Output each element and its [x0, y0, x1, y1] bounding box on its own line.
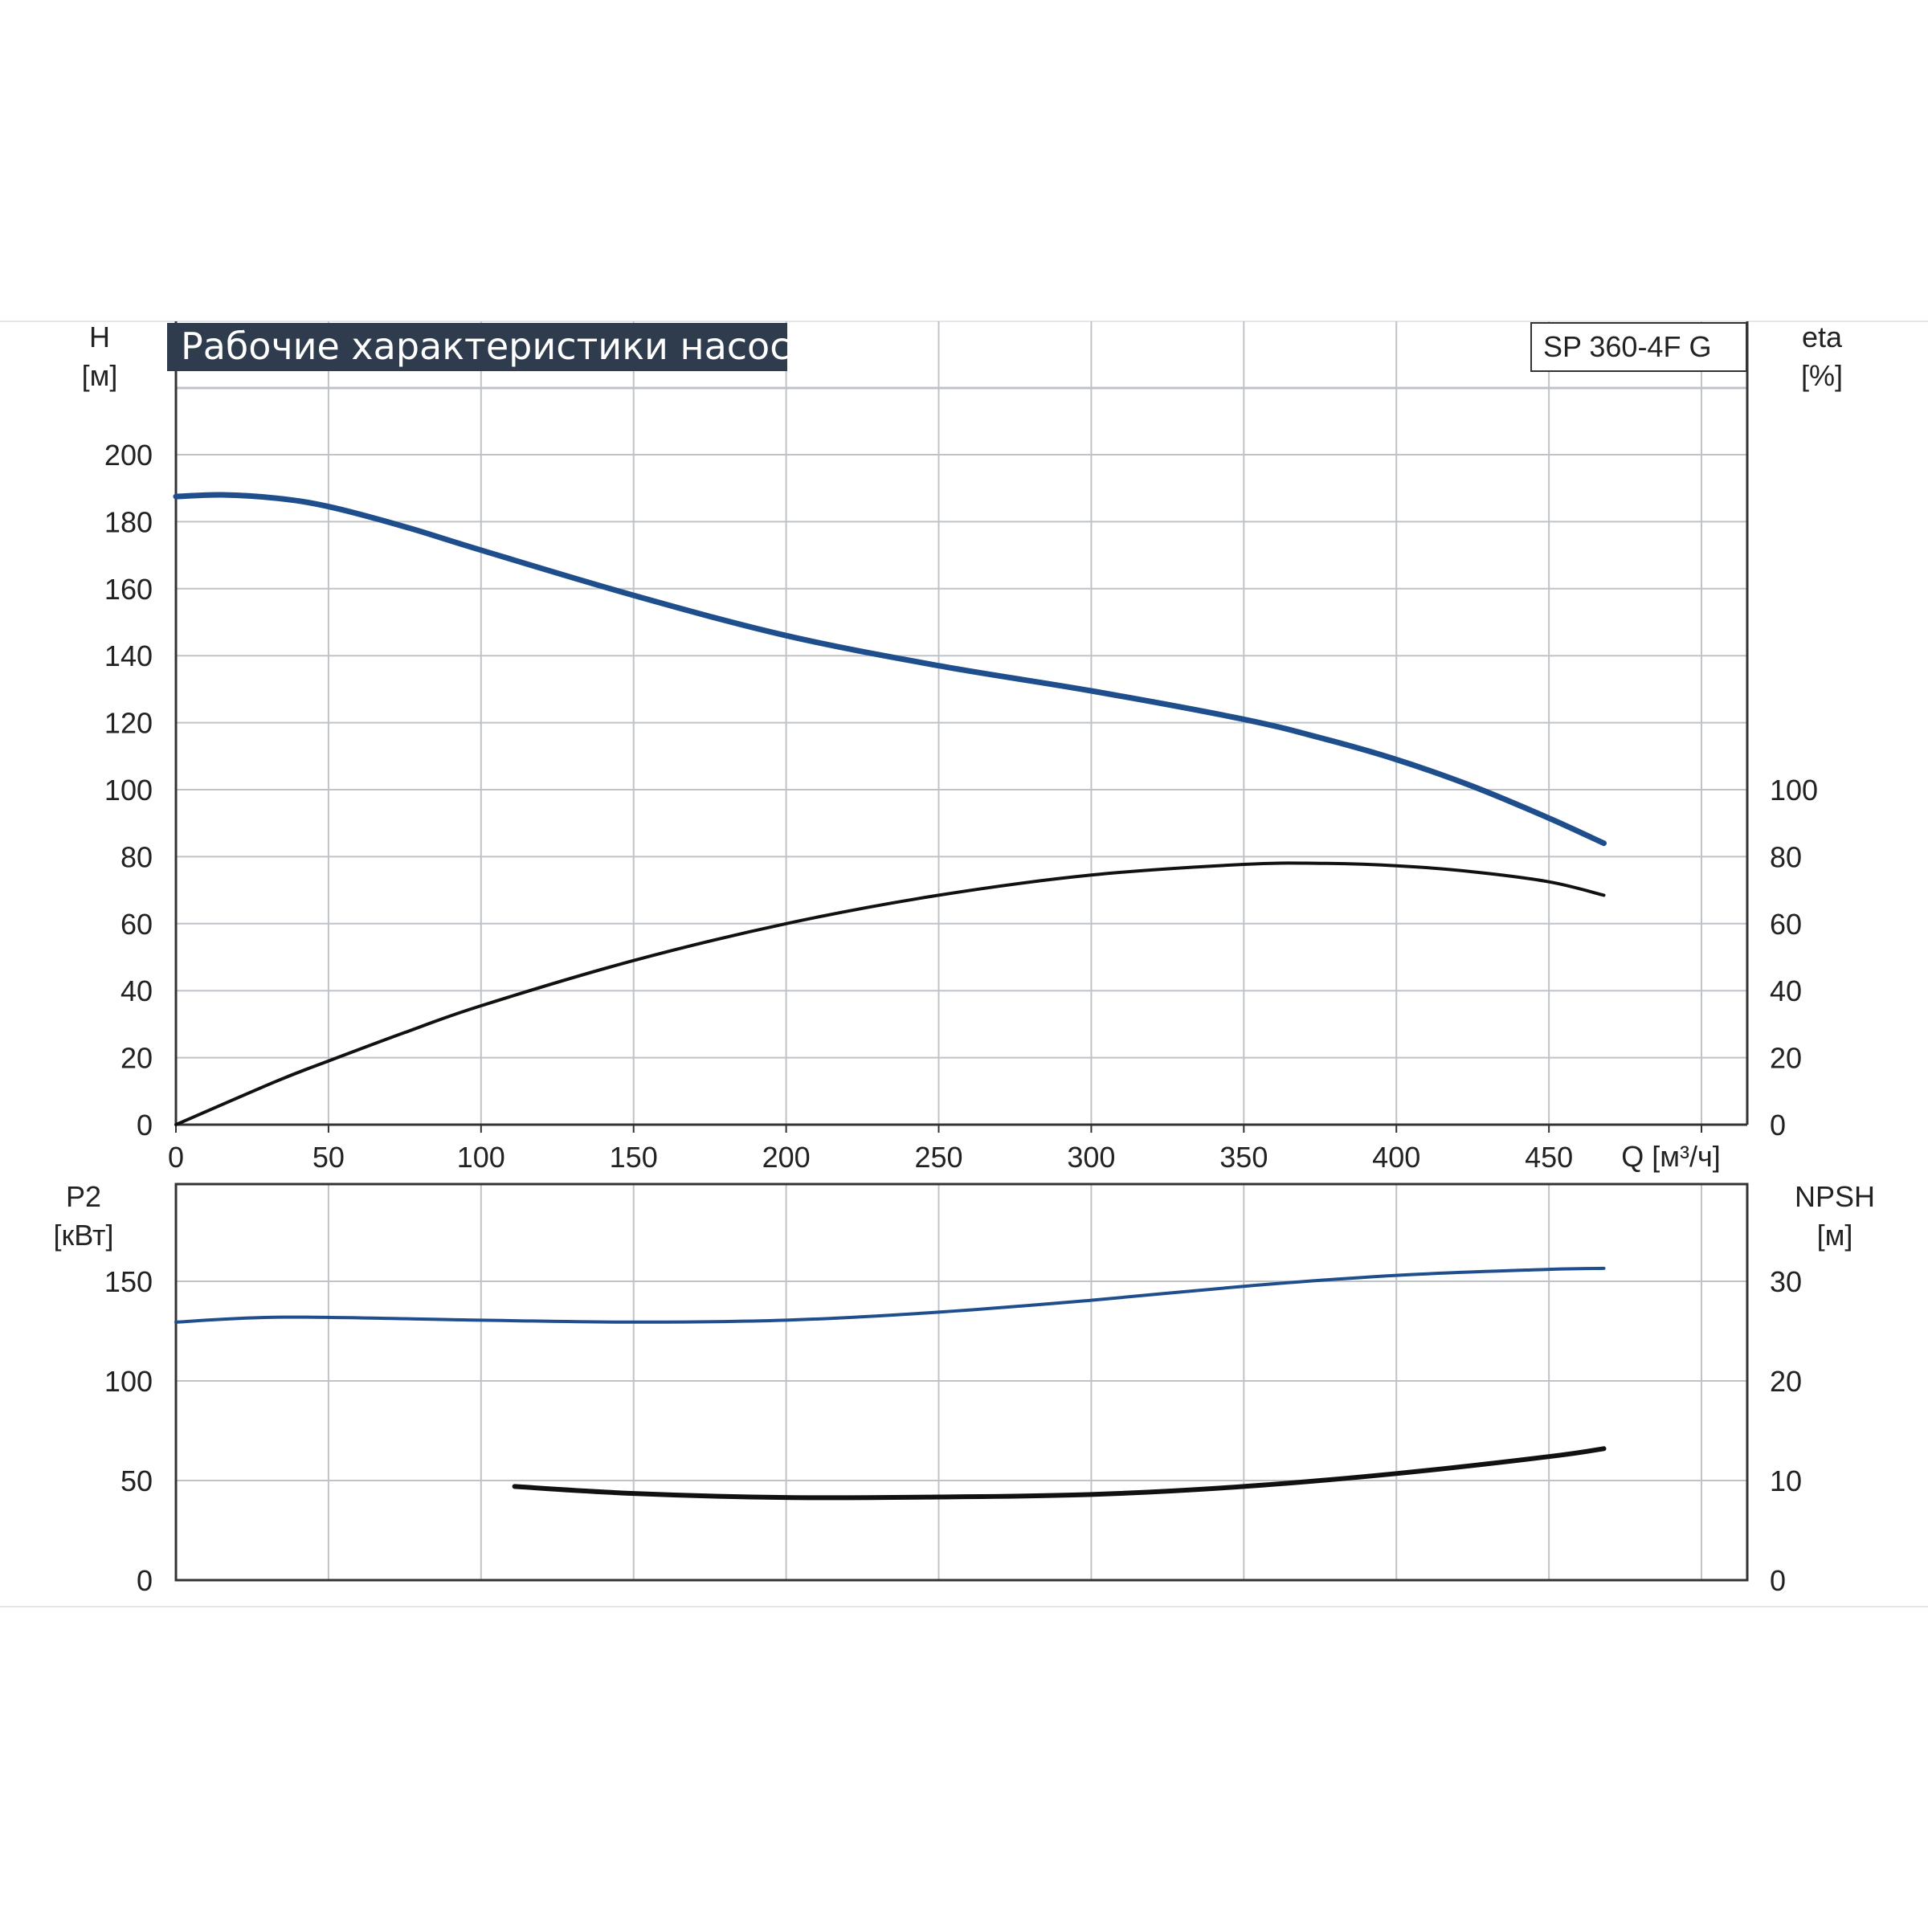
- x-tick-label: 400: [1372, 1141, 1420, 1174]
- head-tick-label: 140: [104, 639, 153, 672]
- head-tick-label: 80: [120, 840, 153, 873]
- x-tick-label: 100: [457, 1141, 505, 1174]
- power-tick-label: 150: [104, 1265, 153, 1298]
- eta-axis-label: eta: [1802, 321, 1843, 353]
- head-tick-label: 120: [104, 707, 153, 740]
- eta-tick-label: 0: [1770, 1109, 1786, 1142]
- eta-tick-label: 80: [1770, 840, 1802, 873]
- chart-title: Рабочие характеристики насоса: [181, 325, 813, 368]
- head-tick-label: 0: [137, 1109, 153, 1142]
- power-tick-label: 50: [120, 1464, 153, 1497]
- top-grid: [174, 321, 1749, 1133]
- flow-axis-label: Q [м³/ч]: [1621, 1140, 1721, 1173]
- title-background: [167, 323, 787, 371]
- power-axis-unit: [кВт]: [53, 1219, 113, 1252]
- head-tick-label: 60: [120, 908, 153, 941]
- model-box: [1530, 322, 1747, 372]
- model-label: SP 360-4F G: [1543, 330, 1711, 363]
- bottom-curves: [174, 1266, 1607, 1501]
- eta-tick-label: 100: [1770, 774, 1818, 807]
- efficiency-curve: [174, 861, 1606, 1126]
- eta-axis-unit: [%]: [1801, 359, 1843, 392]
- head-tick-label: 160: [104, 573, 153, 606]
- head-curve: [173, 492, 1607, 847]
- top-curves: [173, 492, 1607, 1126]
- head-axis-label: H: [89, 321, 110, 353]
- head-tick-label: 180: [104, 505, 153, 538]
- power-axis-label: P2: [66, 1180, 101, 1213]
- x-tick-label: 200: [762, 1141, 811, 1174]
- npsh-axis-unit: [м]: [1817, 1219, 1853, 1252]
- x-tick-label: 450: [1525, 1141, 1573, 1174]
- npsh-curve: [512, 1446, 1607, 1501]
- npsh-axis-label: NPSH: [1795, 1180, 1875, 1213]
- head-axis-unit: [м]: [82, 359, 118, 392]
- bottom-plot-frame: [174, 1182, 1749, 1582]
- power-curve: [174, 1266, 1606, 1324]
- head-tick-label: 200: [104, 439, 153, 472]
- head-tick-label: 40: [120, 974, 153, 1007]
- bottom-grid: [174, 1182, 1749, 1582]
- head-tick-label: 20: [120, 1042, 153, 1075]
- x-tick-label: 300: [1067, 1141, 1115, 1174]
- x-tick-label: 50: [312, 1141, 345, 1174]
- x-tick-label: 150: [610, 1141, 658, 1174]
- x-tick-label: 350: [1219, 1141, 1268, 1174]
- eta-tick-label: 20: [1770, 1042, 1802, 1075]
- head-tick-label: 100: [104, 774, 153, 807]
- npsh-tick-label: 20: [1770, 1365, 1802, 1398]
- npsh-tick-label: 10: [1770, 1464, 1802, 1497]
- npsh-tick-label: 0: [1770, 1564, 1786, 1597]
- power-tick-label: 100: [104, 1365, 153, 1398]
- tick-labels: 0 50 100 150 200 250 300 350 400 4500204060801001…: [104, 439, 1818, 1597]
- npsh-tick-label: 30: [1770, 1265, 1802, 1298]
- power-tick-label: 0: [137, 1564, 153, 1597]
- x-tick-label: 250: [914, 1141, 962, 1174]
- eta-tick-label: 40: [1770, 974, 1802, 1007]
- eta-tick-label: 60: [1770, 908, 1802, 941]
- x-tick-label: 0: [168, 1141, 184, 1174]
